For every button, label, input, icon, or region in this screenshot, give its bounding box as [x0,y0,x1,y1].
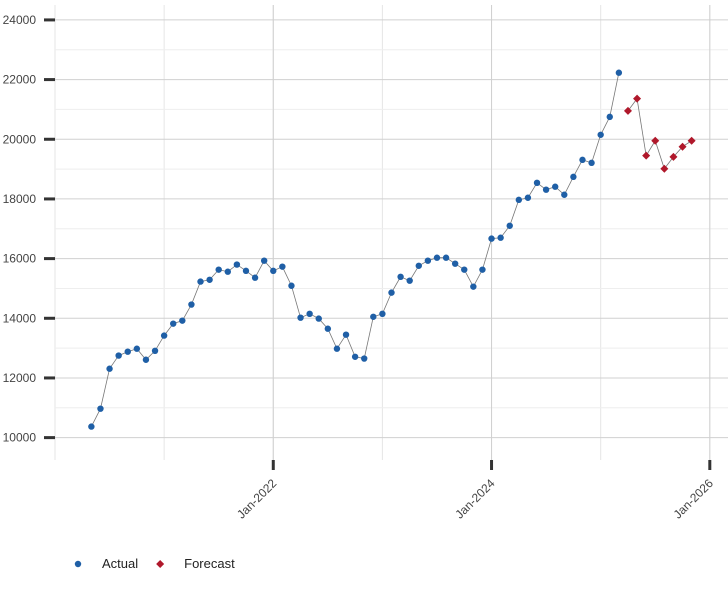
y-tick-label: 12000 [3,371,37,385]
data-point [224,268,231,275]
data-point [442,254,450,261]
data-point [542,186,550,193]
data-point [97,405,104,412]
data-point [115,352,122,359]
data-point [215,266,222,273]
data-point [88,423,95,430]
data-point [678,142,687,151]
data-point [433,254,441,261]
y-tick-label: 24000 [3,13,37,27]
data-point [179,317,186,324]
data-point [633,94,642,103]
data-point [206,276,213,283]
legend-item: Actual [74,556,138,571]
data-point [251,274,259,281]
data-point [324,325,332,332]
data-point [406,277,413,284]
y-tick-label: 10000 [3,431,37,445]
data-point [642,151,651,160]
x-tick-label: Jan-2024 [452,476,498,522]
legend-marker [156,560,165,568]
data-point [342,331,350,338]
x-tick-label: Jan-2022 [234,476,280,522]
data-point [151,347,159,354]
data-point [242,267,250,275]
data-point [297,314,304,321]
legend-label: Forecast [184,556,235,571]
data-point [570,173,577,181]
data-point [397,273,404,281]
data-point [515,196,523,204]
data-point [260,257,268,264]
data-point [306,310,313,318]
data-point [142,356,150,363]
data-point [506,222,513,229]
data-point [379,310,386,318]
data-point [197,278,204,285]
data-point [370,313,377,320]
data-point [333,345,341,352]
data-point [188,301,195,308]
y-tick-label: 20000 [3,132,37,146]
data-point [623,106,632,115]
data-point [651,136,660,145]
data-point [588,159,595,167]
data-point [424,257,432,264]
data-point [606,113,613,121]
y-tick-label: 16000 [3,252,37,266]
y-tick-label: 18000 [3,192,37,206]
data-point [315,315,322,322]
y-tick-label: 14000 [3,311,37,325]
data-point [233,261,241,268]
data-point [533,179,541,187]
data-point [669,152,678,161]
data-point [270,267,277,275]
legend-marker [74,560,82,568]
data-point [524,194,532,201]
data-line [91,72,620,427]
data-point [124,348,131,355]
data-point [106,365,113,372]
data-point [160,332,168,339]
data-point [552,183,559,190]
data-point [170,320,177,327]
data-point [497,234,504,241]
data-point [461,266,468,273]
data-point [687,136,696,145]
data-point [615,69,623,76]
data-point [415,262,422,269]
legend-item: Forecast [156,556,235,571]
legend-label: Actual [102,556,138,571]
data-point [479,266,486,273]
data-point [561,191,568,198]
data-point [597,131,604,138]
y-tick-label: 22000 [3,73,37,87]
x-tick-label: Jan-2026 [671,476,717,522]
data-point [351,353,359,360]
data-point [470,283,477,290]
data-point [388,289,395,296]
data-point [361,355,368,362]
data-point [288,282,295,289]
data-point [451,260,459,267]
data-point [488,235,495,242]
data-point [133,345,141,352]
data-point [279,263,286,270]
data-point [660,164,669,173]
data-point [579,156,586,164]
